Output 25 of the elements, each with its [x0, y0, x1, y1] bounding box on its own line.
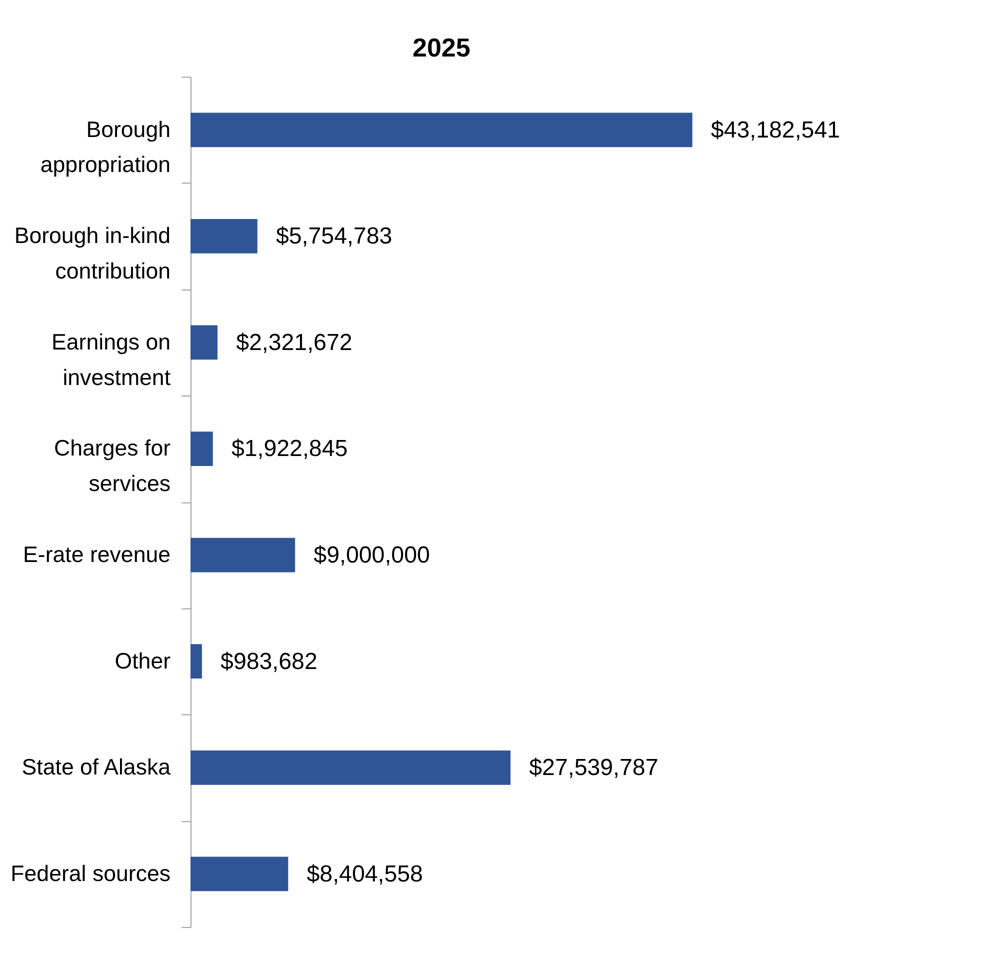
data-label: $9,000,000	[314, 541, 430, 568]
bar	[190, 218, 258, 254]
data-label: $27,539,787	[529, 754, 658, 780]
y-tick-label: Other	[114, 648, 172, 674]
data-label: $983,682	[220, 648, 318, 674]
data-label: $43,182,541	[710, 116, 840, 142]
bar	[190, 325, 218, 360]
bar	[190, 750, 511, 785]
data-label: $5,754,783	[276, 222, 392, 249]
y-tick-label: Federal sources	[10, 860, 171, 886]
data-label: $2,321,672	[236, 328, 352, 355]
y-tick-label: Borough in-kind contribution	[14, 223, 171, 284]
chart-title: 2025	[412, 32, 470, 62]
bar	[190, 112, 692, 148]
y-tick-label: State of Alaska	[22, 754, 172, 780]
y-tick-label: Earnings on investment	[52, 329, 172, 390]
data-label: $8,404,558	[306, 860, 423, 886]
y-tick-label: E-rate revenue	[23, 542, 171, 568]
y-tick-label: Borough appropriation	[40, 116, 171, 178]
bar	[190, 644, 202, 679]
data-label: $1,922,845	[231, 435, 348, 462]
bar	[190, 538, 296, 572]
bar	[190, 432, 213, 466]
y-tick-label: Charges for services	[54, 436, 172, 496]
bar	[190, 856, 288, 892]
